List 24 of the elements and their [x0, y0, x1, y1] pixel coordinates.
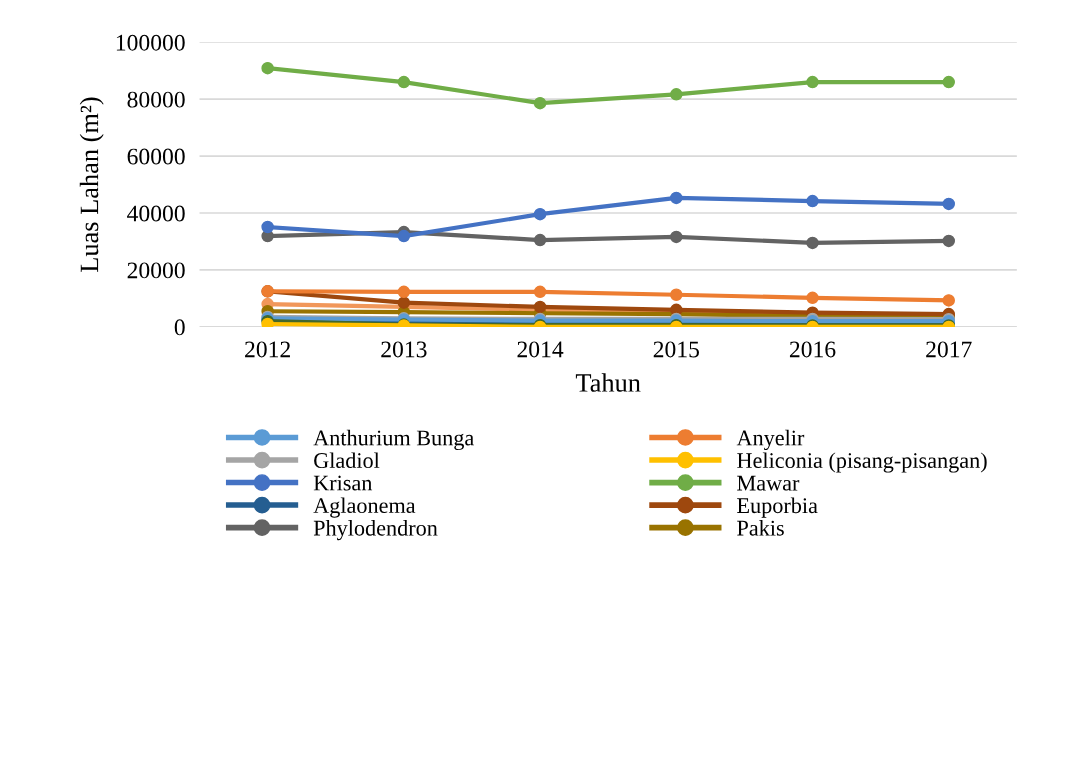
legend-label: Gladiol	[314, 452, 380, 469]
y-tick-label: 60000	[127, 148, 185, 165]
x-tick-label: 2017	[926, 341, 972, 358]
y-tick-label: 80000	[127, 91, 185, 108]
legend-label: Heliconia (pisang-pisangan)	[737, 452, 987, 473]
legend-label: Phylodendron	[313, 520, 438, 541]
legend-label: Anyelir	[736, 429, 805, 451]
legend-label: Euporbia	[737, 497, 818, 518]
x-axis-title: Tahun	[575, 373, 641, 392]
x-tick-label: 2015	[653, 341, 699, 358]
x-tick-label: 2013	[381, 341, 427, 358]
y-tick-label: 100000	[116, 34, 185, 51]
y-tick-label: 20000	[127, 262, 185, 279]
y-tick-label: 40000	[127, 205, 185, 222]
legend-label: Krisan	[313, 475, 373, 491]
legend-label: Anthurium Bunga	[313, 429, 474, 451]
legend-label: Aglaonema	[313, 497, 416, 518]
x-tick-label: 2014	[517, 341, 564, 358]
legend-label: Mawar	[737, 475, 800, 491]
legend-label: Pakis	[737, 520, 784, 536]
x-tick-label: 2012	[245, 341, 290, 358]
y-tick-label: 0	[174, 319, 185, 336]
x-tick-label: 2016	[789, 341, 836, 358]
y-axis-title: Luas Lahan (m²)	[79, 97, 104, 273]
